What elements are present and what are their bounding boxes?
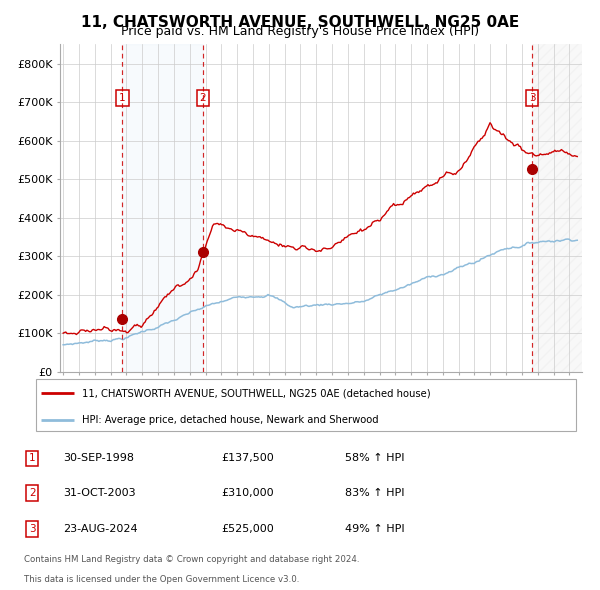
Text: Contains HM Land Registry data © Crown copyright and database right 2024.: Contains HM Land Registry data © Crown c…	[23, 555, 359, 564]
Text: 31-OCT-2003: 31-OCT-2003	[63, 489, 136, 499]
Text: This data is licensed under the Open Government Licence v3.0.: This data is licensed under the Open Gov…	[23, 575, 299, 584]
FancyBboxPatch shape	[35, 379, 577, 431]
Text: 23-AUG-2024: 23-AUG-2024	[63, 525, 138, 535]
Text: HPI: Average price, detached house, Newark and Sherwood: HPI: Average price, detached house, Newa…	[82, 415, 379, 425]
Text: 1: 1	[29, 454, 35, 463]
Bar	[532, 44, 590, 372]
Text: 83% ↑ HPI: 83% ↑ HPI	[345, 489, 404, 499]
Text: 2: 2	[29, 489, 35, 499]
Text: 1: 1	[119, 93, 126, 103]
Text: 49% ↑ HPI: 49% ↑ HPI	[345, 525, 405, 535]
Text: 30-SEP-1998: 30-SEP-1998	[63, 454, 134, 463]
Text: Price paid vs. HM Land Registry's House Price Index (HPI): Price paid vs. HM Land Registry's House …	[121, 25, 479, 38]
Bar	[122, 44, 203, 372]
Text: 58% ↑ HPI: 58% ↑ HPI	[345, 454, 404, 463]
Text: £310,000: £310,000	[221, 489, 274, 499]
Text: 3: 3	[529, 93, 535, 103]
Text: £525,000: £525,000	[221, 525, 274, 535]
Text: 3: 3	[29, 525, 35, 535]
Text: 2: 2	[200, 93, 206, 103]
Text: £137,500: £137,500	[221, 454, 274, 463]
Text: 11, CHATSWORTH AVENUE, SOUTHWELL, NG25 0AE (detached house): 11, CHATSWORTH AVENUE, SOUTHWELL, NG25 0…	[82, 388, 431, 398]
Text: 11, CHATSWORTH AVENUE, SOUTHWELL, NG25 0AE: 11, CHATSWORTH AVENUE, SOUTHWELL, NG25 0…	[81, 15, 519, 30]
